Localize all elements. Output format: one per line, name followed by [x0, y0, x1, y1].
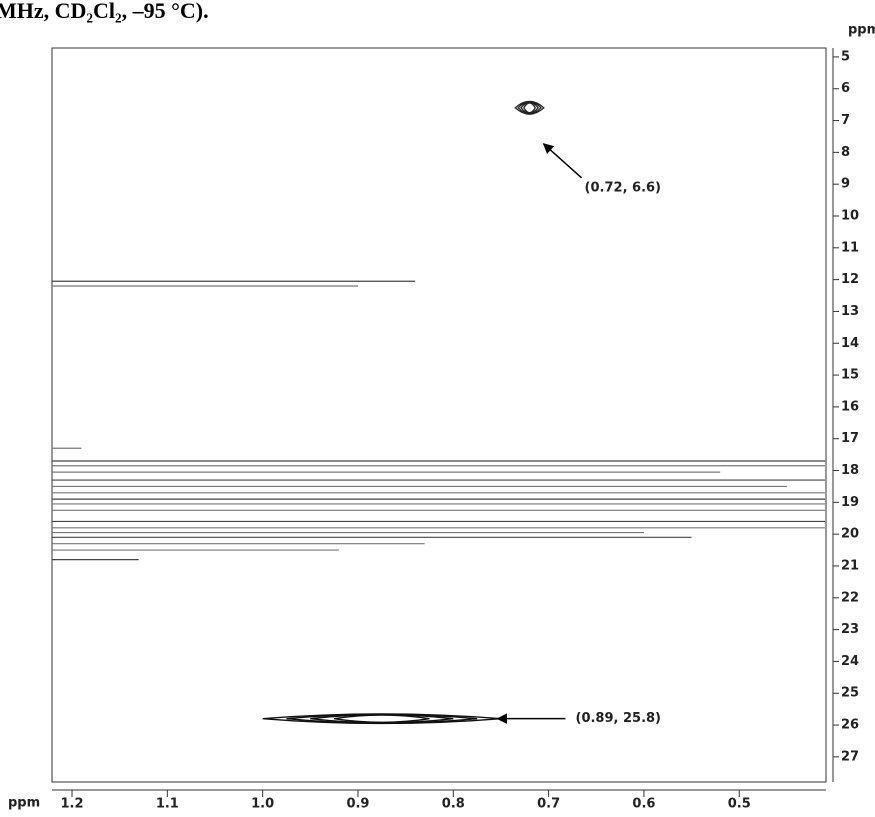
- y-tick-label: 11: [841, 240, 859, 255]
- cross-peak-contour: [310, 714, 454, 724]
- y-tick-label: 5: [841, 49, 850, 64]
- plot-frame: [51, 47, 827, 783]
- y-tick-label: 16: [841, 399, 859, 414]
- x-tick-label: 1.2: [61, 797, 84, 812]
- y-unit-label: ppm: [848, 23, 875, 38]
- y-tick-label: 21: [841, 558, 859, 573]
- y-tick-label: 17: [841, 431, 859, 446]
- y-tick-label: 9: [841, 177, 850, 192]
- x-unit-label: ppm: [8, 796, 40, 811]
- cross-peak-contour: [286, 713, 478, 724]
- chart-title: MHz, CD₂Cl₂, –95 °C).: [0, 0, 209, 23]
- x-tick-label: 0.7: [537, 797, 560, 812]
- y-tick-label: 27: [841, 749, 859, 764]
- y-tick-label: 6: [841, 81, 850, 96]
- annotation-arrow: [542, 143, 583, 179]
- y-tick-label: 22: [841, 590, 859, 605]
- x-tick-label: 0.8: [442, 797, 465, 812]
- y-tick-label: 24: [841, 654, 859, 669]
- x-tick-label: 0.6: [632, 797, 655, 812]
- annotation-label: (0.72, 6.6): [585, 180, 661, 195]
- y-tick-label: 10: [841, 208, 859, 223]
- y-tick-label: 23: [841, 622, 859, 637]
- y-tick-label: 14: [841, 336, 859, 351]
- y-tick-label: 18: [841, 463, 859, 478]
- y-tick-label: 20: [841, 527, 859, 542]
- cross-peak-contour: [514, 100, 545, 115]
- y-tick-label: 15: [841, 368, 859, 383]
- x-tick-label: 0.9: [346, 797, 369, 812]
- x-tick-label: 1.0: [251, 797, 274, 812]
- cross-peak-contour: [520, 101, 539, 114]
- y-tick-label: 7: [841, 113, 850, 128]
- cross-peak-contour: [334, 714, 430, 723]
- y-tick-label: 13: [841, 304, 859, 319]
- cross-peak-contour: [523, 102, 537, 114]
- cross-peak-contour: [517, 101, 542, 115]
- x-tick-label: 1.1: [156, 797, 179, 812]
- y-tick-label: 19: [841, 495, 859, 510]
- y-tick-label: 26: [841, 718, 859, 733]
- annotation-label: (0.89, 25.8): [576, 711, 662, 726]
- y-tick-label: 25: [841, 686, 859, 701]
- y-tick-label: 12: [841, 272, 859, 287]
- y-tick-label: 8: [841, 145, 850, 160]
- x-tick-label: 0.5: [728, 797, 751, 812]
